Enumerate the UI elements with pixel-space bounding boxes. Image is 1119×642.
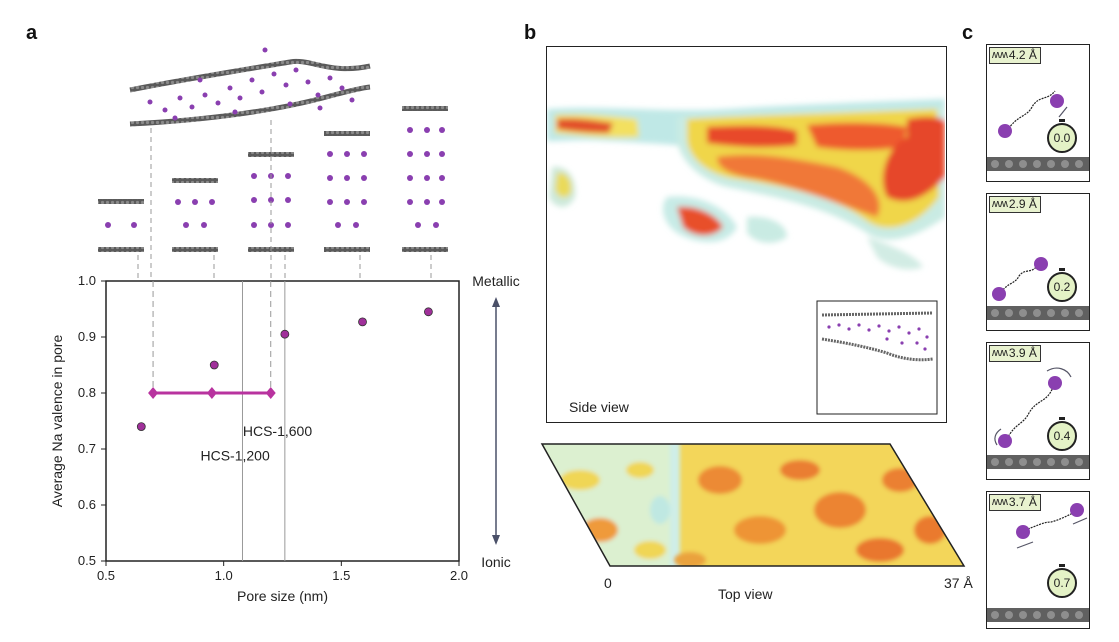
distance-value: 4.2 Å: [1008, 48, 1037, 62]
data-point: [136, 422, 146, 432]
range-bar-marker: [148, 387, 159, 399]
distance-tag: ʍʍ 3.9 Å: [989, 345, 1041, 362]
frame-1: ʍʍ 4.2 Å 0.0: [986, 44, 1090, 182]
distance-tag: ʍʍ 2.9 Å: [989, 196, 1041, 213]
side-view-label: Side view: [569, 399, 629, 415]
spring-icon: ʍʍ: [992, 496, 1008, 508]
panel-letter-a: a: [26, 22, 38, 44]
y-tick-label: 0.7: [78, 441, 96, 456]
x-axis-label: Pore size (nm): [237, 588, 328, 604]
time-value: 0.4: [1053, 429, 1071, 443]
spring-icon: ʍʍ: [992, 198, 1008, 210]
arrow-down-icon: [492, 535, 500, 545]
range-bar-marker: [265, 387, 276, 399]
data-point: [280, 329, 290, 339]
reference-label: HCS-1,200: [200, 448, 269, 464]
pore-model-5: [402, 106, 448, 252]
frame-3: ʍʍ 3.9 Å 0.4: [986, 342, 1090, 480]
frame-4-scene: [987, 503, 1089, 622]
y-tick-label: 0.6: [78, 497, 96, 512]
pore-structure-schematics: [98, 47, 448, 282]
y-tick-label: 0.8: [78, 385, 96, 400]
arrow-up-icon: [492, 297, 500, 307]
y-tick-label: 1.0: [78, 273, 96, 288]
x-tick-label: 1.0: [215, 568, 233, 583]
side-view-density-map: [547, 99, 945, 415]
side-view-inset: [816, 300, 938, 415]
ionic-label: Ionic: [481, 554, 511, 570]
x-tick-label: 0.5: [97, 568, 115, 583]
distance-value: 3.9 Å: [1008, 346, 1037, 360]
spring-icon: ʍʍ: [992, 49, 1008, 61]
top-view-label: Top view: [718, 586, 773, 602]
data-point: [358, 317, 367, 327]
stopwatch-icon: 0.0: [1047, 119, 1077, 153]
side-view-frame: Side view: [546, 46, 947, 423]
valence-vs-pore-size-chart: 0.5 1.0 1.5 2.0 0.5 0.6 0.7 0.8 0.9 1.0 Pore size …: [49, 273, 520, 604]
distance-tag: ʍʍ 3.7 Å: [989, 494, 1041, 511]
pore-model-2: [172, 178, 218, 252]
plot-frame: [105, 280, 460, 562]
time-value: 0.2: [1053, 280, 1071, 294]
pore-model-4: [324, 131, 370, 252]
frame-2-scene: [987, 257, 1089, 320]
y-axis-label: Average Na valence in pore: [49, 335, 65, 508]
top-view-density-map: [540, 443, 966, 567]
data-point: [424, 307, 433, 317]
panel-letter-c: c: [962, 22, 974, 44]
data-point: [209, 360, 219, 370]
distance-tag: ʍʍ 4.2 Å: [989, 47, 1041, 64]
reference-label: HCS-1,600: [243, 423, 312, 439]
frame-2: ʍʍ 2.9 Å 0.2: [986, 193, 1090, 331]
y-tick-label: 0.5: [78, 553, 96, 568]
metallic-label: Metallic: [472, 273, 519, 289]
distance-value: 2.9 Å: [1008, 197, 1037, 211]
frame-1-scene: [987, 90, 1089, 171]
top-view-axis-start: 0: [604, 575, 612, 591]
stopwatch-icon: 0.4: [1047, 417, 1077, 451]
large-pore-model: [129, 47, 371, 127]
x-tick-label: 2.0: [450, 568, 468, 583]
y-tick-label: 0.9: [78, 329, 96, 344]
stopwatch-icon: 0.2: [1047, 268, 1077, 302]
stopwatch-icon: 0.7: [1047, 564, 1077, 598]
distance-value: 3.7 Å: [1008, 495, 1037, 509]
pore-model-1: [98, 199, 144, 252]
frame-4: ʍʍ 3.7 Å 0.7: [986, 491, 1090, 629]
spring-icon: ʍʍ: [992, 347, 1008, 359]
x-tick-label: 1.5: [332, 568, 350, 583]
frame-3-scene: [987, 367, 1089, 469]
time-value: 0.7: [1053, 576, 1071, 590]
panel-letter-b: b: [524, 22, 537, 44]
time-value: 0.0: [1053, 131, 1071, 145]
range-bar-marker: [206, 387, 217, 399]
top-view-axis-end: 37 Å: [944, 575, 973, 591]
